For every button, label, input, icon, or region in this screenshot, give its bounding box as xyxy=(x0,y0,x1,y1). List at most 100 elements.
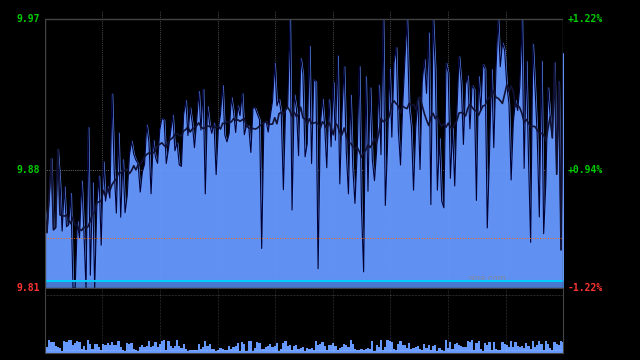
Bar xyxy=(313,350,315,353)
Bar xyxy=(501,342,504,353)
Bar xyxy=(512,347,515,353)
Bar xyxy=(54,346,57,353)
Bar xyxy=(193,350,196,353)
Bar xyxy=(293,346,295,353)
Bar xyxy=(250,341,252,353)
Bar xyxy=(113,345,115,353)
Bar xyxy=(44,345,46,353)
Bar xyxy=(356,350,358,353)
Bar xyxy=(363,350,365,353)
Bar xyxy=(92,349,93,353)
Bar xyxy=(263,349,265,353)
Bar xyxy=(115,345,118,353)
Bar xyxy=(473,350,476,353)
Bar xyxy=(76,341,79,353)
Bar xyxy=(48,340,50,353)
Bar xyxy=(560,341,562,353)
Bar xyxy=(402,345,404,353)
Bar xyxy=(170,346,172,353)
Bar xyxy=(527,346,529,353)
Bar xyxy=(68,340,70,353)
Bar xyxy=(271,347,274,353)
Bar xyxy=(369,350,371,353)
Bar xyxy=(430,350,432,353)
Bar xyxy=(260,349,263,353)
Bar xyxy=(428,345,430,353)
Bar xyxy=(118,341,120,353)
Bar xyxy=(65,342,68,353)
Bar xyxy=(549,348,551,353)
Bar xyxy=(93,344,96,353)
Bar xyxy=(274,346,276,353)
Bar xyxy=(300,348,302,353)
Bar xyxy=(278,351,280,353)
Bar xyxy=(345,345,348,353)
Bar xyxy=(495,349,497,353)
Bar xyxy=(310,348,313,353)
Bar xyxy=(441,350,443,353)
Bar xyxy=(280,348,282,353)
Bar xyxy=(189,350,191,353)
Bar xyxy=(508,347,510,353)
Bar xyxy=(148,341,150,353)
Bar xyxy=(456,343,458,353)
Text: -1.22%: -1.22% xyxy=(568,283,603,293)
Bar xyxy=(406,348,408,353)
Bar xyxy=(438,348,441,353)
Bar xyxy=(182,344,185,353)
Bar xyxy=(72,345,74,353)
Bar xyxy=(486,345,488,353)
Bar xyxy=(187,351,189,353)
Bar xyxy=(367,348,369,353)
Bar xyxy=(159,344,161,353)
Bar xyxy=(547,344,549,353)
Bar xyxy=(510,341,512,353)
Bar xyxy=(157,347,159,353)
Bar xyxy=(128,344,131,353)
Bar xyxy=(143,347,146,353)
Bar xyxy=(380,340,382,353)
Bar xyxy=(139,347,141,353)
Bar xyxy=(191,350,193,353)
Bar xyxy=(196,350,198,353)
Bar xyxy=(70,340,72,353)
Bar xyxy=(202,347,204,353)
Bar xyxy=(298,349,300,353)
Bar xyxy=(232,347,235,353)
Bar xyxy=(554,342,556,353)
Bar xyxy=(451,348,454,353)
Text: 9.81: 9.81 xyxy=(17,283,40,293)
Bar xyxy=(391,342,393,353)
Bar xyxy=(504,344,506,353)
Bar xyxy=(404,345,406,353)
Bar xyxy=(337,350,339,353)
Bar xyxy=(198,344,200,353)
Bar xyxy=(534,347,536,353)
Bar xyxy=(243,344,245,353)
Bar xyxy=(465,347,467,353)
Bar xyxy=(52,342,54,353)
Bar xyxy=(150,347,152,353)
Bar xyxy=(488,342,490,353)
Bar xyxy=(102,344,104,353)
Bar xyxy=(388,341,391,353)
Bar xyxy=(109,346,111,353)
Bar xyxy=(432,346,434,353)
Bar xyxy=(176,340,178,353)
Bar xyxy=(200,350,202,353)
Bar xyxy=(50,342,52,353)
Bar xyxy=(276,343,278,353)
Bar xyxy=(324,346,326,353)
Bar xyxy=(545,341,547,353)
Bar xyxy=(74,343,76,353)
Bar xyxy=(248,341,250,353)
Bar xyxy=(126,343,128,353)
Bar xyxy=(395,350,397,353)
Bar xyxy=(476,343,477,353)
Bar xyxy=(235,346,237,353)
Bar xyxy=(61,351,63,353)
Bar xyxy=(100,350,102,353)
Bar xyxy=(426,348,428,353)
Bar xyxy=(161,342,163,353)
Bar xyxy=(81,348,83,353)
